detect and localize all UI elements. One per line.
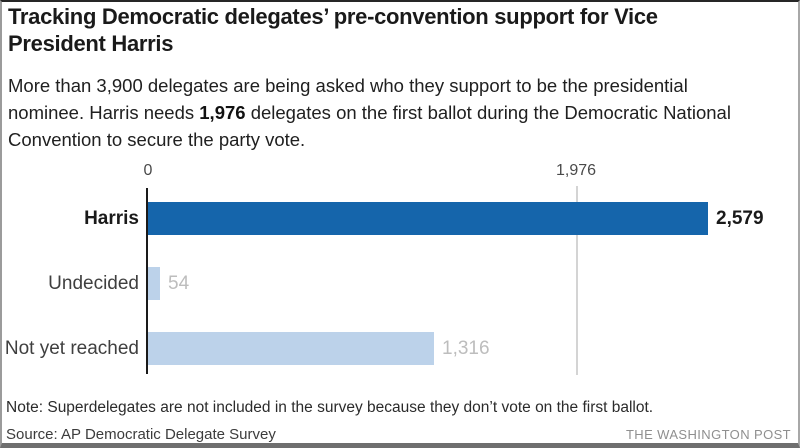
subtitle-text-before: More than 3,900 delegates are being aske… <box>8 75 688 123</box>
bar-row-harris: Harris 2,579 <box>2 202 798 235</box>
chart-subtitle: More than 3,900 delegates are being aske… <box>8 72 766 153</box>
bar-undecided <box>148 267 160 300</box>
source-row: Source: AP Democratic Delegate Survey TH… <box>6 426 791 443</box>
source-credit: Source: AP Democratic Delegate Survey <box>6 426 276 443</box>
threshold-gridline <box>576 186 578 375</box>
chart-note: Note: Superdelegates are not included in… <box>6 399 654 416</box>
y-axis-line <box>146 188 148 374</box>
value-label-not-yet-reached: 1,316 <box>442 337 490 359</box>
bar-chart: 0 1,976 Harris 2,579 Undecided 54 Not ye… <box>2 160 798 392</box>
bar-row-undecided: Undecided 54 <box>2 267 798 300</box>
value-label-undecided: 54 <box>168 272 190 294</box>
bar-harris <box>148 202 708 235</box>
axis-tick-zero: 0 <box>143 162 153 179</box>
subtitle-text-after: delegates on the first ballot during the… <box>8 102 731 150</box>
axis-tick-threshold: 1,976 <box>555 162 597 179</box>
publisher-attribution: THE WASHINGTON POST <box>625 427 791 442</box>
chart-title: Tracking Democratic delegates’ pre-conve… <box>8 4 658 56</box>
bar-row-not-yet-reached: Not yet reached 1,316 <box>2 332 798 365</box>
bar-not-yet-reached <box>148 332 434 365</box>
value-label-harris: 2,579 <box>716 207 764 229</box>
category-label-harris: Harris <box>84 207 139 229</box>
category-label-undecided: Undecided <box>48 272 139 294</box>
subtitle-threshold-number: 1,976 <box>199 102 246 123</box>
category-label-not-yet-reached: Not yet reached <box>4 337 139 359</box>
